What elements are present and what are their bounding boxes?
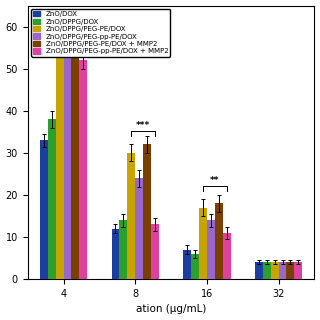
Bar (151, 224, 159, 279)
Bar (199, 208, 207, 279)
Bar (63, 48, 71, 279)
Text: **: ** (210, 176, 220, 185)
Bar (286, 262, 294, 279)
Bar (48, 119, 56, 279)
Bar (294, 262, 302, 279)
Bar (119, 220, 127, 279)
Bar (191, 254, 199, 279)
Bar (207, 220, 215, 279)
Bar (79, 60, 87, 279)
Bar (127, 153, 135, 279)
Legend: ZnO/DOX, ZnO/DPPG/DOX, ZnO/DPPG/PEG-PE/DOX, ZnO/DPPG/PEG-pp-PE/DOX, ZnO/DPPG/PEG: ZnO/DOX, ZnO/DPPG/DOX, ZnO/DPPG/PEG-PE/D… (31, 9, 171, 57)
Bar (135, 178, 143, 279)
Bar (255, 262, 263, 279)
Bar (183, 250, 191, 279)
Text: ***: *** (136, 121, 150, 130)
Bar (112, 229, 119, 279)
X-axis label: ation (μg/mL): ation (μg/mL) (136, 304, 206, 315)
Bar (71, 39, 79, 279)
Bar (271, 262, 279, 279)
Bar (279, 262, 286, 279)
Bar (263, 262, 271, 279)
Bar (143, 144, 151, 279)
Bar (215, 204, 223, 279)
Bar (223, 233, 230, 279)
Bar (40, 140, 48, 279)
Bar (56, 44, 63, 279)
